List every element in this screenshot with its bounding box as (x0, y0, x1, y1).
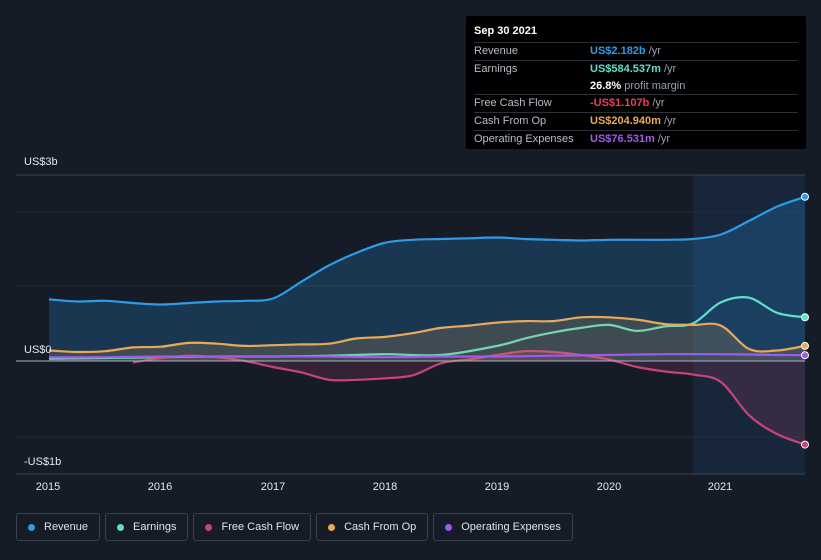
tooltip-label: Revenue (474, 45, 519, 57)
series-endpoint-cash-from-op (801, 341, 809, 350)
x-tick-2017: 2017 (260, 481, 286, 493)
series-area-cash-from-op (49, 316, 805, 361)
legend-label: Earnings (133, 521, 177, 533)
series-line-operating-expenses (48, 353, 806, 359)
tooltip-value: 26.8% (590, 79, 622, 92)
x-tick-2020: 2020 (596, 481, 622, 493)
tooltip-label: Free Cash Flow (474, 97, 552, 110)
legend-label: Free Cash Flow (221, 521, 300, 533)
chart-legend: Revenue Earnings Free Cash Flow Cash Fro… (16, 513, 573, 541)
tooltip-suffix: /yr (657, 132, 671, 145)
x-tick-2015: 2015 (35, 481, 61, 493)
tooltip-label: Earnings (474, 62, 518, 75)
legend-dot (117, 523, 125, 531)
x-tick-2018: 2018 (372, 481, 398, 493)
tooltip-label (474, 78, 590, 95)
endpoint-layer (801, 192, 809, 449)
legend-item-free-cash-flow[interactable]: Free Cash Flow (193, 513, 312, 541)
forecast-highlight (693, 175, 805, 475)
x-tick-2019: 2019 (484, 481, 510, 493)
tooltip-value: US$584.537m (590, 62, 661, 75)
series-line-cash-from-op (48, 315, 806, 354)
tooltip-row-operating-expenses: Operating Expenses US$76.531m /yr (474, 129, 798, 148)
tooltip-suffix: /yr (652, 97, 665, 110)
series-layer (48, 195, 806, 446)
tooltip-date: Sep 30 2021 (474, 25, 537, 37)
data-tooltip: Sep 30 2021 Revenue US$2.182b /yr Earnin… (466, 16, 806, 149)
legend-dot (205, 523, 213, 531)
tooltip-label: Cash From Op (474, 115, 547, 128)
series-endpoint-operating-expenses (801, 351, 809, 360)
tooltip-row-revenue: Revenue US$2.182b /yr (474, 42, 798, 60)
series-endpoint-free-cash-flow (801, 440, 809, 449)
tooltip-suffix: /yr (663, 115, 677, 128)
series-area-free-cash-flow (133, 351, 805, 445)
series-line-revenue (48, 195, 806, 306)
legend-label: Operating Expenses (461, 521, 561, 533)
tooltip-value: US$76.531m (590, 132, 655, 145)
tooltip-value: US$204.940m (590, 115, 661, 128)
series-endpoint-revenue (801, 192, 809, 201)
legend-item-earnings[interactable]: Earnings (105, 513, 189, 541)
tooltip-row-earnings: Earnings US$584.537m /yr (474, 59, 798, 78)
legend-dot (28, 523, 35, 531)
tooltip-value: US$2.182b (590, 45, 646, 57)
legend-dot (445, 523, 453, 531)
y-axis-label-zero: US$0 (24, 344, 52, 356)
series-area-revenue (49, 196, 805, 361)
tooltip-suffix: /yr (663, 62, 677, 75)
tooltip-value: -US$1.107b (590, 97, 650, 110)
tooltip-row-profit-margin: 26.8% profit margin (474, 78, 798, 95)
legend-item-cash-from-op[interactable]: Cash From Op (316, 513, 429, 541)
legend-item-revenue[interactable]: Revenue (16, 513, 101, 541)
legend-dot (328, 523, 336, 531)
series-endpoint-earnings (801, 313, 809, 322)
y-axis-label-bottom: -US$1b (24, 456, 62, 468)
y-axis-label-top: US$3b (24, 156, 58, 168)
x-tick-2021: 2021 (707, 481, 733, 493)
legend-item-operating-expenses[interactable]: Operating Expenses (433, 513, 573, 541)
tooltip-row-cash-from-op: Cash From Op US$204.940m /yr (474, 112, 798, 130)
tooltip-suffix: profit margin (624, 79, 686, 92)
legend-label: Cash From Op (344, 521, 417, 533)
tooltip-label: Operating Expenses (474, 132, 574, 145)
legend-label: Revenue (44, 521, 89, 533)
tooltip-row-free-cash-flow: Free Cash Flow -US$1.107b /yr (474, 94, 798, 112)
tooltip-suffix: /yr (648, 45, 661, 57)
x-tick-2016: 2016 (147, 481, 173, 493)
